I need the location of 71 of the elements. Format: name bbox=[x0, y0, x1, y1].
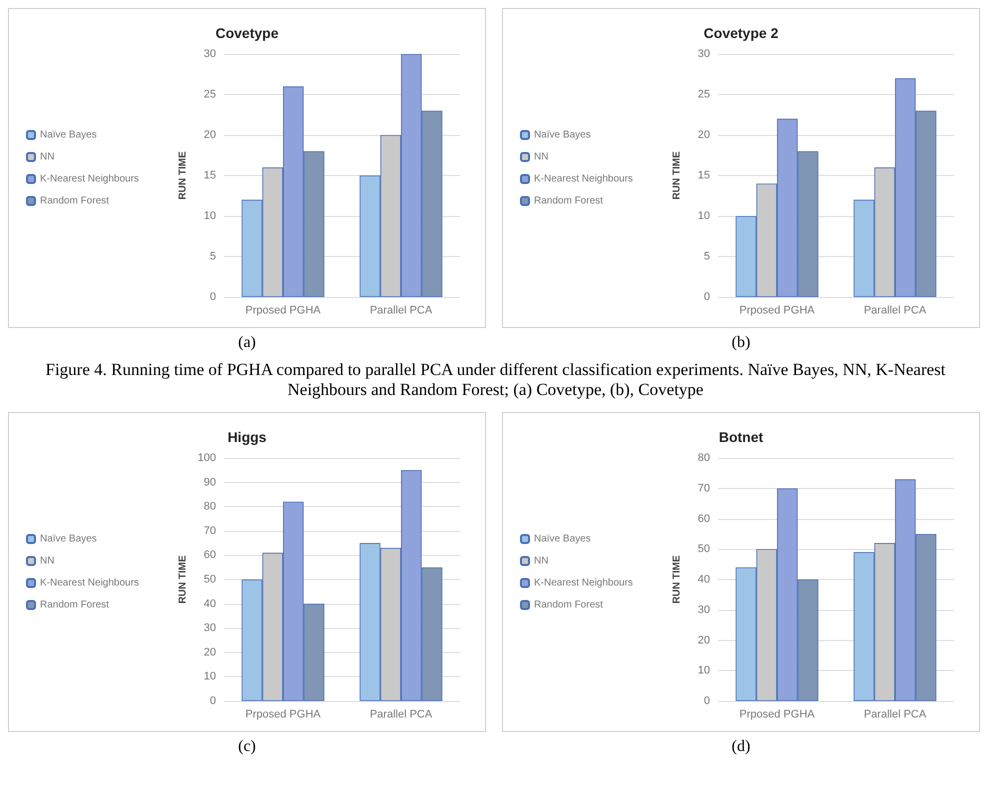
y-tick-label: 70 bbox=[698, 482, 710, 494]
y-tick-label: 100 bbox=[198, 452, 216, 464]
legend-label: Naïve Bayes bbox=[40, 130, 97, 140]
legend-label: K-Nearest Neighbours bbox=[40, 578, 139, 588]
y-tick-label: 10 bbox=[204, 670, 216, 683]
legend-label: Naïve Bayes bbox=[40, 534, 97, 544]
y-tick-label: 80 bbox=[204, 500, 216, 513]
y-axis-title: RUN TIME bbox=[672, 555, 682, 604]
y-axis-title: RUN TIME bbox=[178, 151, 188, 200]
x-tick-label: Prposed PGHA bbox=[739, 708, 816, 720]
y-tick-label: 0 bbox=[704, 291, 710, 303]
legend-label: NN bbox=[534, 556, 548, 566]
x-tick-label: Parallel PCA bbox=[370, 304, 433, 316]
y-tick-label: 25 bbox=[204, 88, 216, 100]
legend-label: K-Nearest Neighbours bbox=[534, 578, 633, 588]
y-axis-title: RUN TIME bbox=[178, 555, 188, 604]
y-tick-label: 40 bbox=[204, 598, 216, 610]
y-tick-label: 0 bbox=[210, 695, 216, 707]
legend-label: NN bbox=[534, 152, 548, 162]
y-tick-label: 90 bbox=[204, 476, 216, 488]
y-tick-label: 15 bbox=[698, 170, 710, 182]
y-tick-label: 15 bbox=[204, 170, 216, 182]
y-tick-label: 50 bbox=[698, 543, 710, 556]
y-tick-label: 20 bbox=[698, 634, 710, 646]
y-tick-label: 25 bbox=[698, 88, 710, 100]
chart-title: Covetype bbox=[215, 25, 279, 41]
chart-title: Covetype 2 bbox=[704, 25, 779, 41]
legend-label: Random Forest bbox=[40, 600, 110, 610]
y-tick-label: 20 bbox=[698, 129, 710, 141]
text: (c) bbox=[237, 738, 257, 756]
text: (d) bbox=[730, 738, 752, 756]
y-tick-label: 10 bbox=[698, 664, 710, 677]
y-tick-label: 20 bbox=[204, 129, 216, 141]
x-tick-label: Prposed PGHA bbox=[245, 708, 322, 720]
chart-title: Higgs bbox=[228, 429, 267, 445]
text: (b) bbox=[730, 334, 752, 352]
x-tick-label: Parallel PCA bbox=[370, 708, 433, 720]
y-tick-label: 0 bbox=[210, 291, 216, 303]
y-tick-label: 30 bbox=[698, 604, 710, 616]
x-tick-label: Prposed PGHA bbox=[245, 304, 322, 316]
y-tick-label: 20 bbox=[204, 646, 216, 658]
legend-label: K-Nearest Neighbours bbox=[40, 174, 139, 184]
y-tick-label: 60 bbox=[204, 549, 216, 562]
y-tick-label: 30 bbox=[698, 48, 710, 60]
y-tick-label: 10 bbox=[204, 210, 216, 222]
x-tick-label: Prposed PGHA bbox=[739, 304, 816, 316]
y-axis-title: RUN TIME bbox=[672, 151, 682, 200]
text: (a) bbox=[237, 334, 257, 352]
y-tick-label: 40 bbox=[698, 574, 710, 586]
y-tick-label: 60 bbox=[698, 512, 710, 525]
x-tick-label: Parallel PCA bbox=[864, 708, 927, 720]
legend-label: Naïve Bayes bbox=[534, 130, 591, 140]
x-tick-label: Parallel PCA bbox=[864, 304, 927, 316]
legend-label: Random Forest bbox=[534, 600, 604, 610]
y-tick-label: 30 bbox=[204, 48, 216, 60]
y-tick-label: 80 bbox=[698, 452, 710, 464]
y-tick-label: 30 bbox=[204, 622, 216, 634]
legend-label: NN bbox=[40, 152, 54, 162]
legend-label: K-Nearest Neighbours bbox=[534, 174, 633, 184]
legend-label: Random Forest bbox=[534, 196, 604, 206]
y-tick-label: 50 bbox=[204, 574, 216, 586]
chart-title: Botnet bbox=[718, 429, 764, 445]
y-tick-label: 5 bbox=[704, 250, 710, 262]
y-tick-label: 70 bbox=[204, 524, 216, 537]
caption: Figure 4. Running time of PGHA compared to parallel PCA under different classification experiments. Naïve Bayes, NN, K-Nearest Neighbours and Random Forest; (a) Covetype, (b), Covetype bbox=[44, 360, 946, 400]
legend-label: NN bbox=[40, 556, 54, 566]
legend-label: Random Forest bbox=[40, 196, 110, 206]
y-tick-label: 10 bbox=[698, 210, 710, 222]
y-tick-label: 0 bbox=[704, 695, 710, 707]
legend-label: Naïve Bayes bbox=[534, 534, 591, 544]
y-tick-label: 5 bbox=[210, 250, 216, 262]
